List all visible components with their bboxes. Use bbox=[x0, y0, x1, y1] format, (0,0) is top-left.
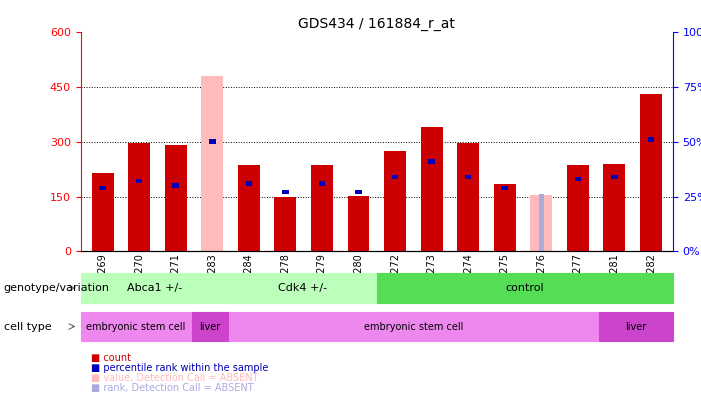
Bar bbox=[311, 166, 333, 251]
Bar bbox=[209, 139, 215, 144]
Bar bbox=[501, 185, 508, 190]
Text: liver: liver bbox=[200, 322, 221, 331]
Bar bbox=[201, 76, 223, 251]
Bar bbox=[538, 194, 544, 251]
Text: ■ count: ■ count bbox=[91, 353, 131, 364]
Bar bbox=[392, 175, 398, 179]
Bar bbox=[640, 94, 662, 251]
Bar bbox=[92, 173, 114, 251]
Bar bbox=[457, 143, 479, 251]
Bar bbox=[567, 166, 589, 251]
Text: Abca1 +/-: Abca1 +/- bbox=[127, 283, 182, 293]
Bar bbox=[172, 183, 179, 188]
Bar bbox=[604, 164, 625, 251]
Bar bbox=[100, 185, 106, 190]
Bar bbox=[128, 143, 150, 251]
Text: Cdk4 +/-: Cdk4 +/- bbox=[278, 283, 327, 293]
Text: ■ rank, Detection Call = ABSENT: ■ rank, Detection Call = ABSENT bbox=[91, 383, 254, 393]
Text: embryonic stem cell: embryonic stem cell bbox=[86, 322, 186, 331]
Bar bbox=[465, 175, 472, 179]
Bar bbox=[136, 179, 142, 183]
Bar bbox=[238, 166, 260, 251]
Bar bbox=[282, 190, 289, 194]
Bar bbox=[494, 184, 516, 251]
Title: GDS434 / 161884_r_at: GDS434 / 161884_r_at bbox=[299, 17, 455, 30]
Bar bbox=[355, 190, 362, 194]
Bar bbox=[611, 175, 618, 179]
Bar bbox=[428, 159, 435, 164]
Text: genotype/variation: genotype/variation bbox=[4, 283, 109, 293]
Bar bbox=[274, 197, 297, 251]
Bar bbox=[384, 151, 406, 251]
Bar bbox=[421, 127, 442, 251]
Bar bbox=[531, 195, 552, 251]
Bar bbox=[648, 137, 654, 141]
Text: ■ percentile rank within the sample: ■ percentile rank within the sample bbox=[91, 363, 268, 373]
Text: embryonic stem cell: embryonic stem cell bbox=[364, 322, 463, 331]
Text: ■ value, Detection Call = ABSENT: ■ value, Detection Call = ABSENT bbox=[91, 373, 259, 383]
Bar bbox=[245, 181, 252, 185]
Text: liver: liver bbox=[625, 322, 646, 331]
Bar bbox=[165, 145, 186, 251]
Text: control: control bbox=[505, 283, 544, 293]
Bar bbox=[319, 181, 325, 185]
Bar bbox=[348, 196, 369, 251]
Bar bbox=[575, 177, 581, 181]
Text: cell type: cell type bbox=[4, 322, 51, 331]
